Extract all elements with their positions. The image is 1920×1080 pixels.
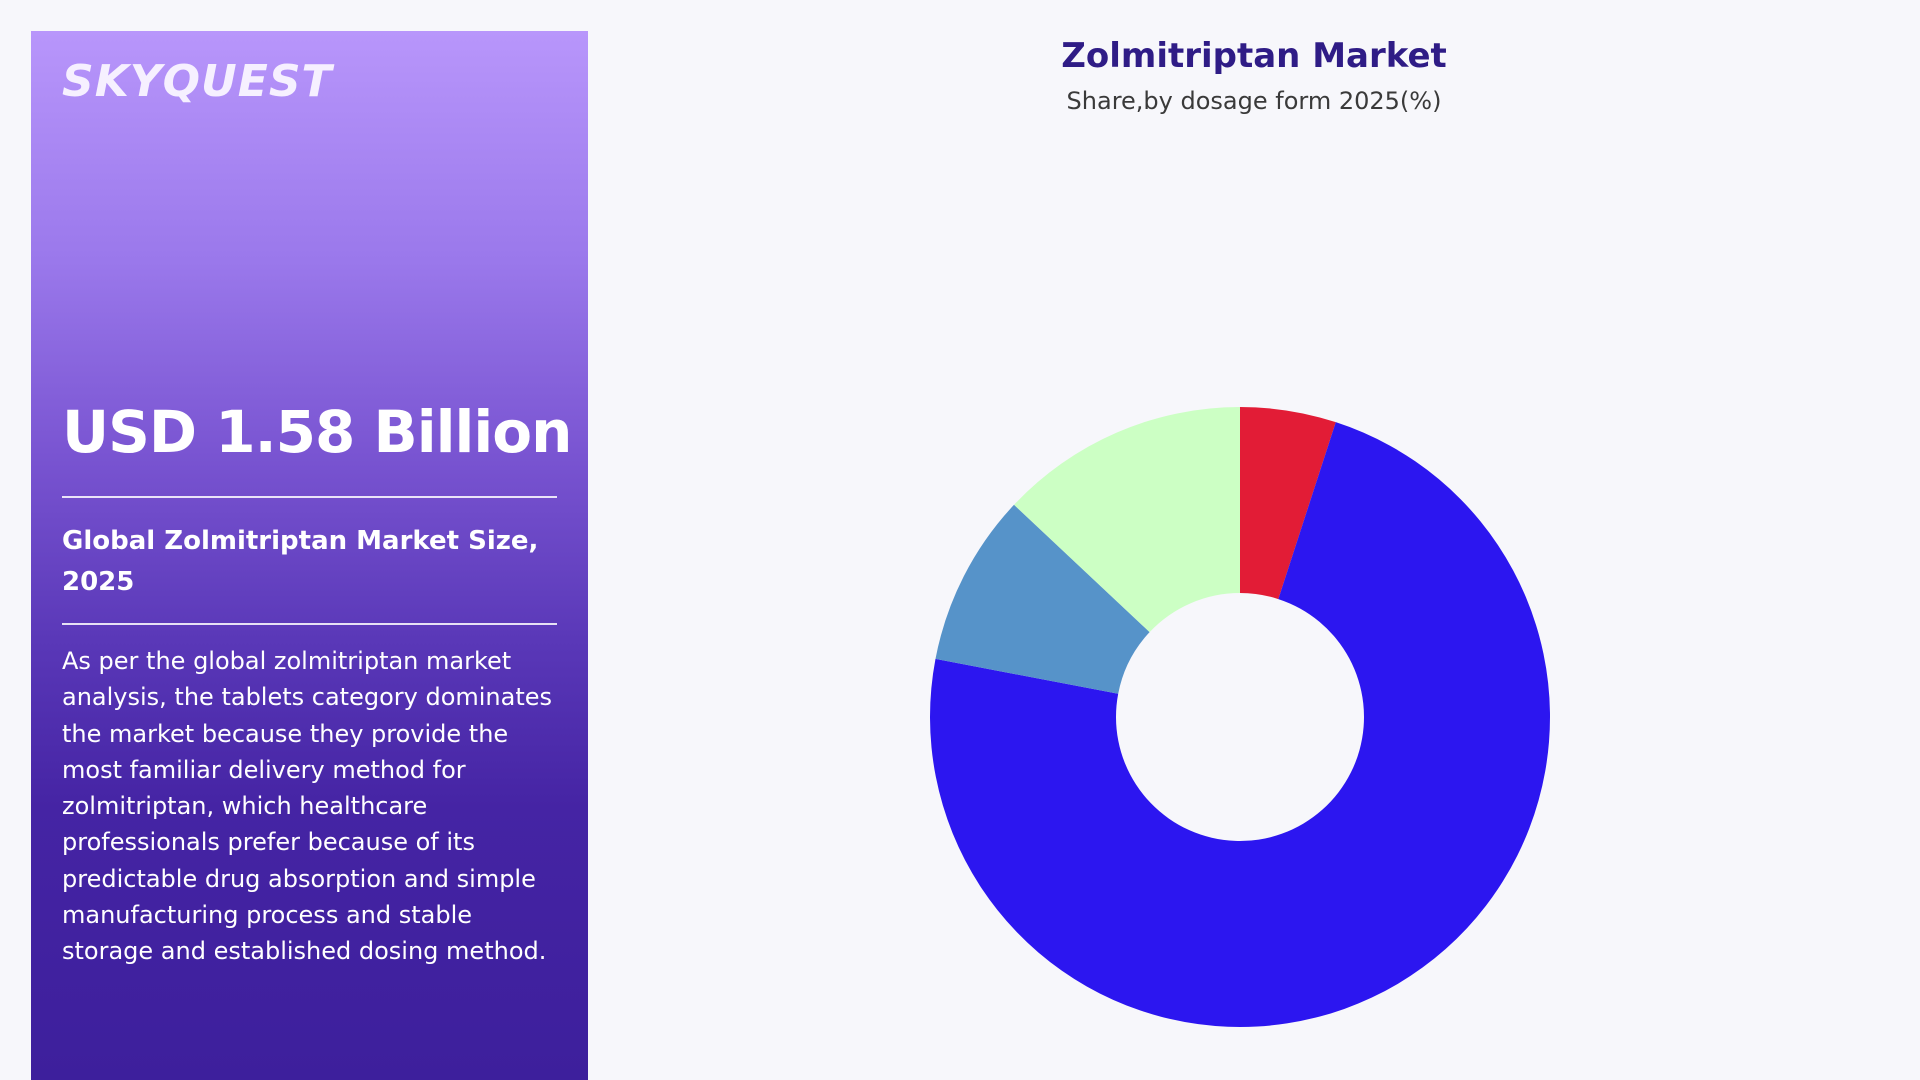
donut-slice-2[interactable] <box>929 422 1550 1027</box>
market-value: USD 1.58 Billion <box>62 398 572 466</box>
donut-slice-4[interactable] <box>1014 407 1240 633</box>
summary-panel: SKYQUEST USD 1.58 Billion Global Zolmitr… <box>31 31 588 1080</box>
donut-slice-1[interactable] <box>1240 407 1336 600</box>
chart-subtitle: Share,by dosage form 2025(%) <box>1066 87 1442 115</box>
chart-title: Zolmitriptan Market <box>1061 36 1447 76</box>
divider-top <box>62 496 557 498</box>
donut-slice-3[interactable] <box>935 504 1150 694</box>
market-size-heading: Global Zolmitriptan Market Size, 2025 <box>62 526 539 597</box>
divider-bottom <box>62 623 557 625</box>
market-description: As per the global zolmitriptan market an… <box>62 647 553 966</box>
skyquest-logo[interactable]: SKYQUEST <box>62 56 333 107</box>
